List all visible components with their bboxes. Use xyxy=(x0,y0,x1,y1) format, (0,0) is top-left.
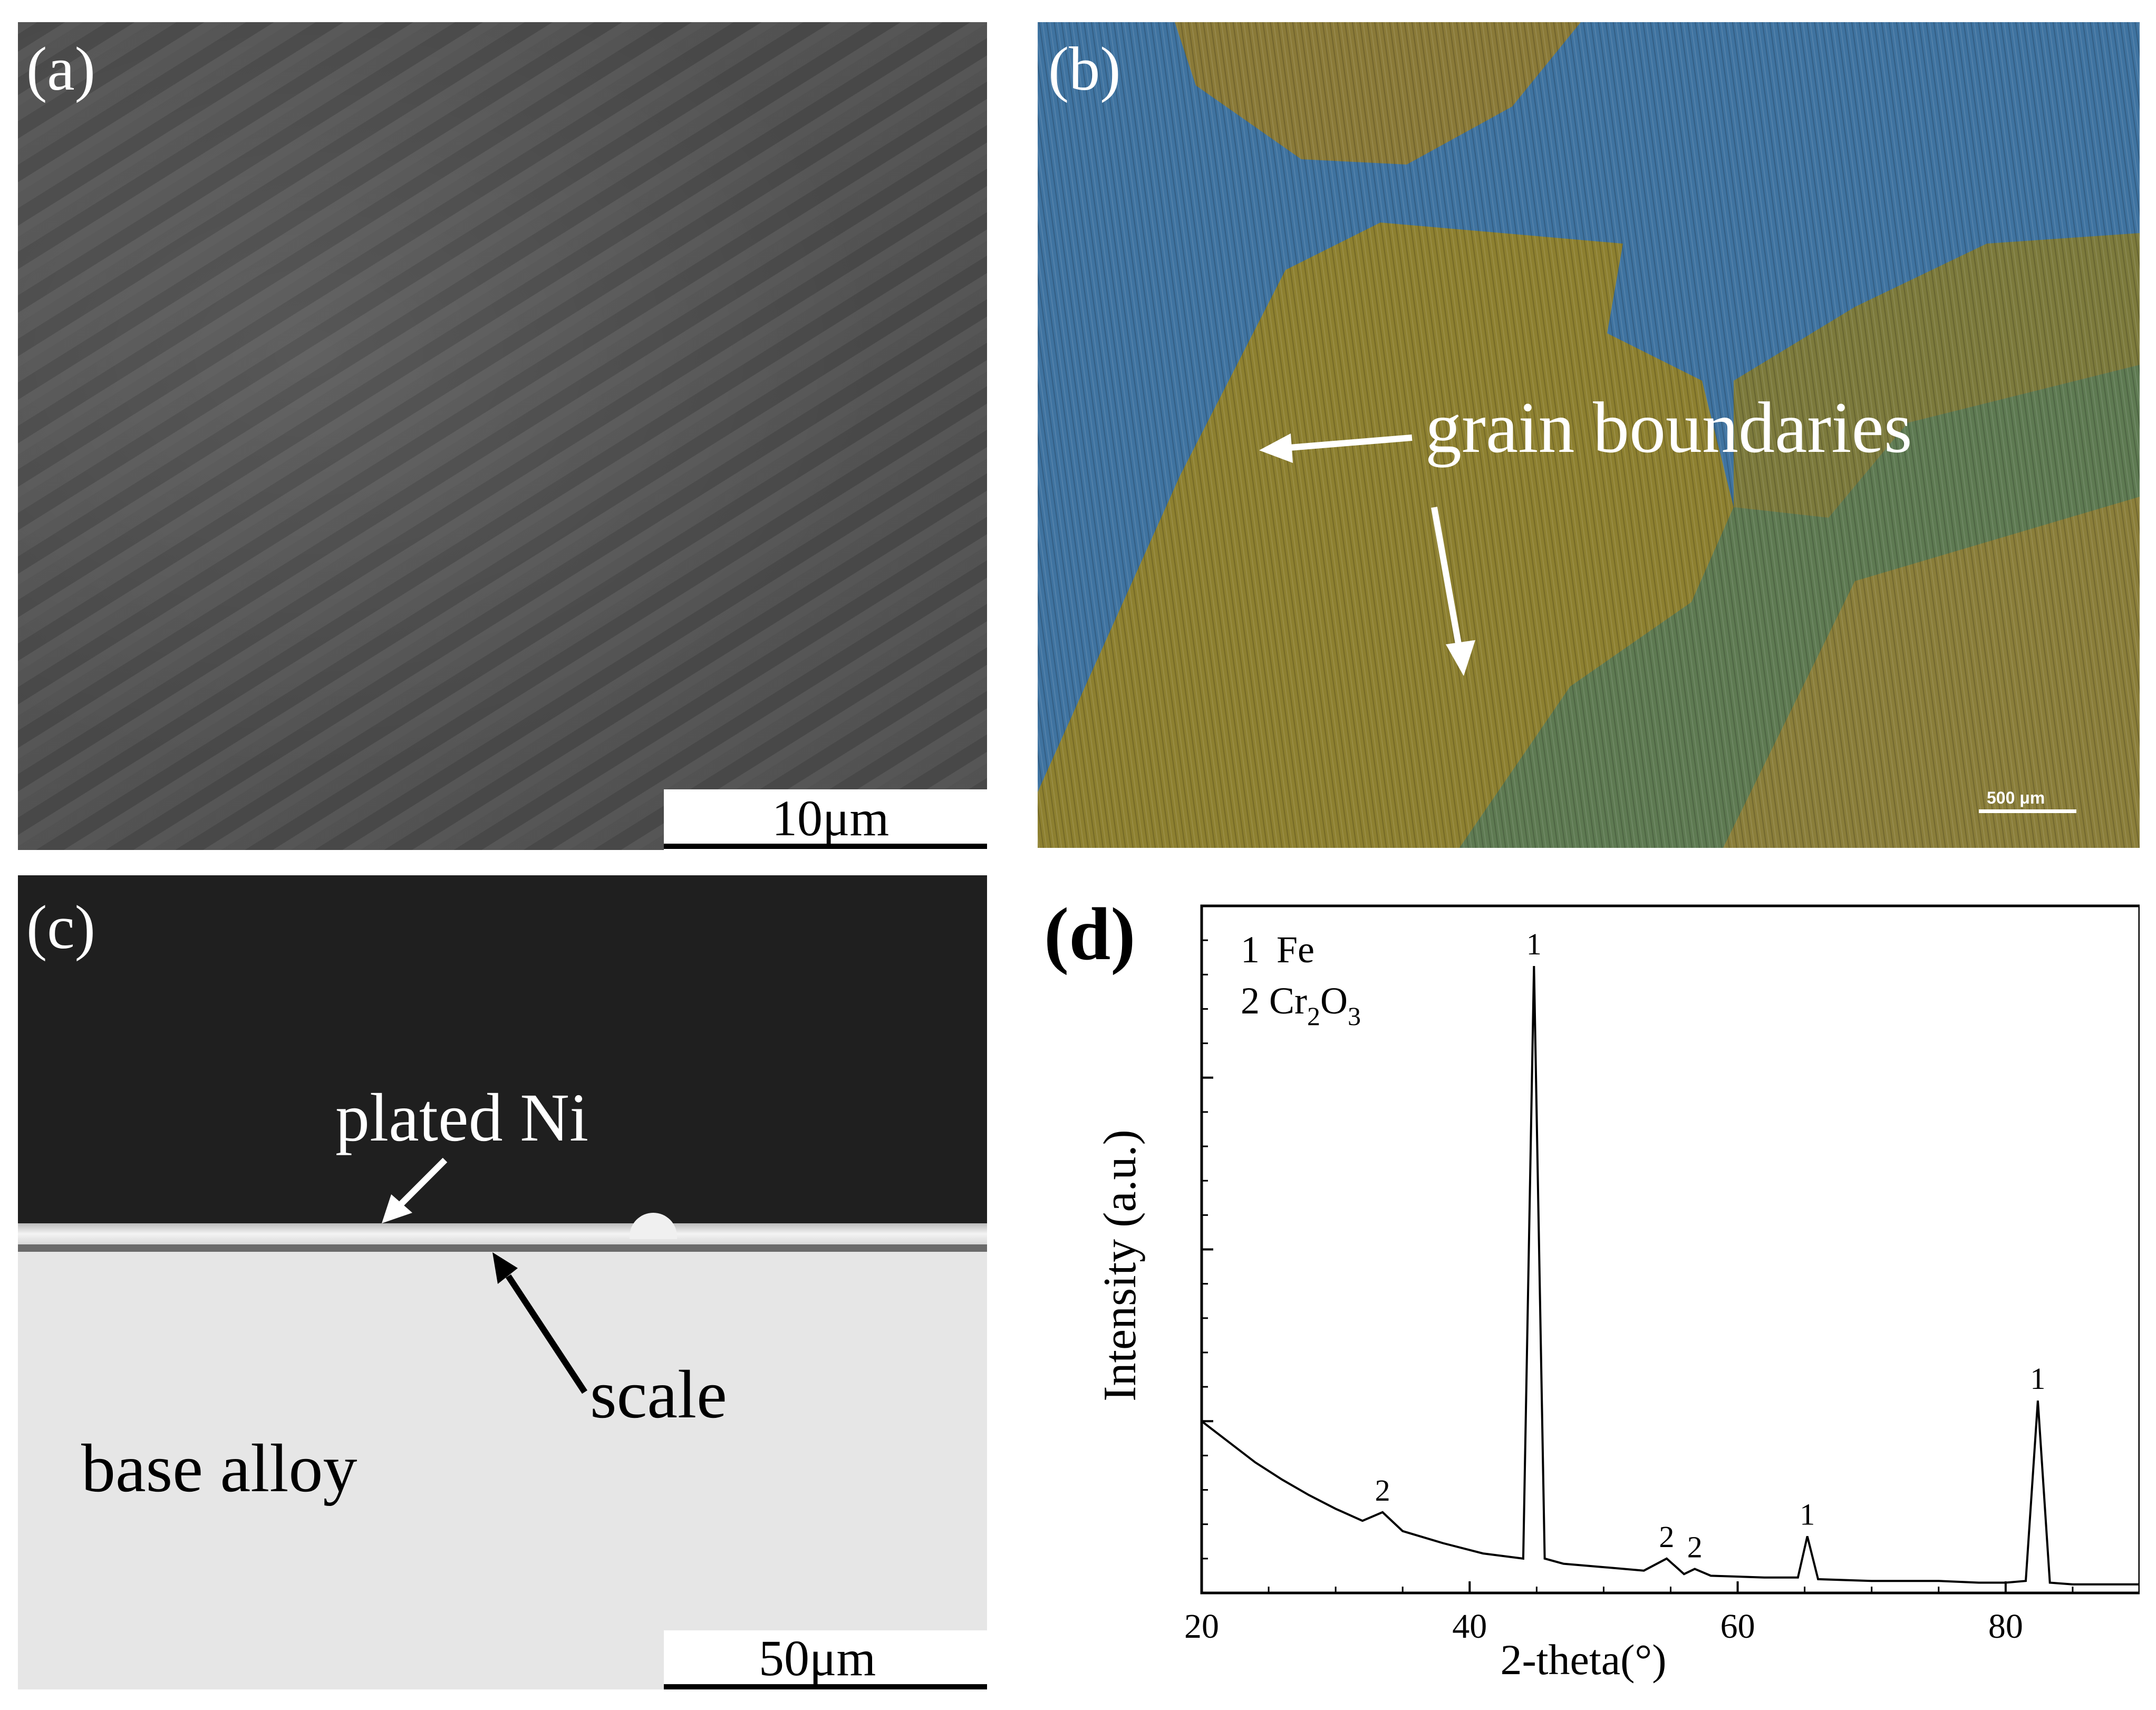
panel-b-grain-image xyxy=(1038,22,2140,848)
panel-c-arrows xyxy=(382,1157,588,1394)
panel-b-scale-label: 500 μm xyxy=(1987,788,2045,807)
xrd-pattern-line xyxy=(1201,965,2140,1586)
panel-c-scale-box xyxy=(664,1630,987,1689)
mount-region xyxy=(18,875,987,1229)
panel-a-sem-surface: (a) 10μm xyxy=(18,22,987,850)
xrd-plot: 20 40 60 80 212 211 1 Fe 2 Cr2O3 2-theta(°) … xyxy=(1095,904,2141,1684)
legend-sub-2: 2 xyxy=(1307,1001,1320,1031)
peak-labels: 212 211 xyxy=(1375,927,2046,1564)
panel-b-optical-micrograph: (b) grain boundaries 500 μm xyxy=(1038,22,2140,848)
panel-c-scale-bar xyxy=(664,1684,987,1689)
panel-a-scale-bar xyxy=(664,844,987,849)
panel-b-scale-bar xyxy=(1979,809,2076,813)
legend-cr-prefix: 2 Cr xyxy=(1241,980,1307,1022)
plated-ni-layer xyxy=(18,1223,987,1244)
x-axis-label: 2-theta(°) xyxy=(1500,1636,1666,1684)
grain-boundary-arrows xyxy=(1259,433,1475,676)
peak-label: 2 xyxy=(1659,1520,1674,1554)
plated-ni-label: plated Ni xyxy=(335,1080,589,1156)
legend-sub-3: 3 xyxy=(1348,1001,1361,1031)
y-ticks xyxy=(1202,905,1213,1594)
arrow-plated-ni-icon xyxy=(382,1194,412,1223)
peak-label: 1 xyxy=(1800,1498,1815,1532)
legend-cr2o3: 2 Cr2O3 xyxy=(1241,980,1361,1031)
panel-c-sem-cross-section: (c) plated Ni scale base alloy 50μm xyxy=(18,875,987,1689)
panel-a-label: (a) xyxy=(26,34,95,103)
x-ticks: 20 40 60 80 xyxy=(1184,1581,2141,1646)
x-tick-label: 60 xyxy=(1720,1607,1755,1646)
legend-fe-phase: Fe xyxy=(1277,929,1314,971)
panel-b-label: (b) xyxy=(1048,34,1121,103)
panel-a-scale-label: 10μm xyxy=(772,790,890,846)
x-tick-label: 80 xyxy=(1988,1607,2023,1646)
legend-o: O xyxy=(1320,980,1348,1022)
peak-label: 2 xyxy=(1687,1530,1703,1564)
grain-boundaries-annotation: grain boundaries xyxy=(1425,387,1912,468)
arrow-scale-icon xyxy=(492,1252,518,1284)
legend-fe: 1 Fe xyxy=(1241,929,1314,971)
legend-fe-marker: 1 xyxy=(1241,929,1260,971)
x-tick-label: 40 xyxy=(1452,1607,1487,1646)
peak-label: 2 xyxy=(1375,1473,1390,1508)
x-tick-label: 20 xyxy=(1184,1607,1219,1646)
arrow-head-down-icon xyxy=(1446,640,1475,676)
panel-d-label: (d) xyxy=(1044,892,1136,975)
peak-label: 1 xyxy=(1526,927,1542,961)
peak-label: 1 xyxy=(2030,1361,2045,1396)
scale-layer xyxy=(18,1244,987,1252)
panel-c-scale-label: 50μm xyxy=(759,1630,876,1686)
y-axis-label: Intensity (a.u.) xyxy=(1095,1129,1146,1402)
arrow-head-left-icon xyxy=(1259,433,1293,463)
scale-label: scale xyxy=(590,1357,727,1433)
panel-a-scale-box xyxy=(664,789,987,850)
panel-c-label: (c) xyxy=(26,893,95,962)
base-alloy-label: base alloy xyxy=(81,1431,357,1506)
